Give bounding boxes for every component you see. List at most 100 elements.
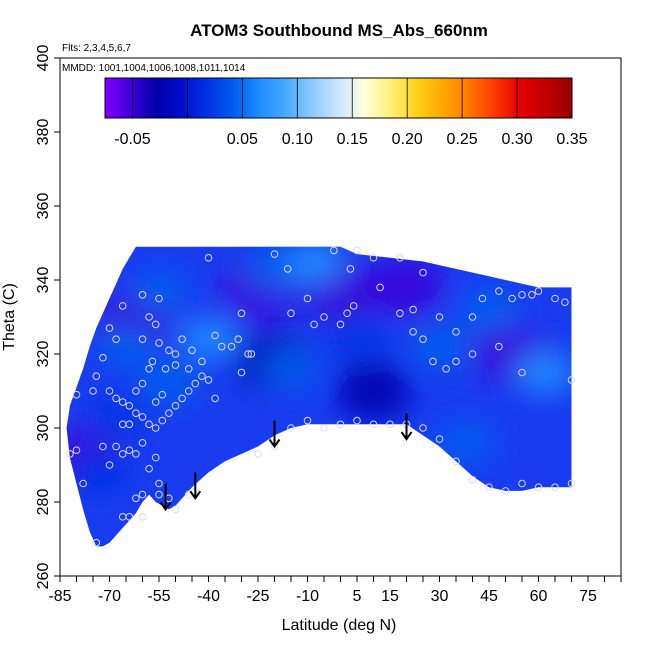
field-high-area bbox=[261, 346, 321, 391]
sample-point bbox=[330, 246, 338, 255]
sample-point bbox=[234, 335, 242, 344]
sample-point bbox=[303, 294, 312, 303]
x-tick-label: 75 bbox=[579, 588, 597, 605]
sample-point bbox=[155, 294, 163, 303]
y-tick-label: 320 bbox=[35, 341, 52, 368]
sample-point bbox=[528, 291, 536, 299]
sample-point bbox=[178, 335, 186, 344]
sample-point bbox=[125, 446, 134, 455]
colorbar-gradient bbox=[104, 77, 573, 119]
sample-point bbox=[171, 361, 180, 369]
sample-point bbox=[237, 309, 246, 318]
sample-point bbox=[244, 350, 252, 358]
sample-point bbox=[105, 461, 114, 469]
sample-point bbox=[138, 413, 147, 421]
sample-point bbox=[567, 479, 576, 488]
sample-point bbox=[254, 450, 262, 458]
y-tick-label: 340 bbox=[35, 267, 52, 294]
sample-point bbox=[419, 424, 427, 432]
sample-point bbox=[320, 313, 328, 321]
sample-point bbox=[105, 324, 114, 332]
sample-point bbox=[396, 309, 404, 318]
colorbar-tick-label: 0.35 bbox=[556, 131, 587, 148]
sample-point bbox=[435, 313, 444, 321]
sample-point bbox=[518, 479, 526, 488]
sample-point bbox=[508, 294, 516, 303]
sample-point bbox=[435, 435, 444, 443]
sample-point bbox=[452, 357, 460, 366]
sample-point bbox=[518, 291, 526, 299]
sample-point bbox=[155, 339, 163, 347]
sample-point bbox=[346, 265, 355, 273]
sample-point bbox=[165, 346, 173, 355]
sample-point bbox=[283, 265, 292, 273]
field-high-area bbox=[435, 420, 496, 465]
sample-point bbox=[72, 390, 81, 399]
sample-point bbox=[151, 453, 160, 462]
sample-point bbox=[118, 513, 127, 521]
colorbar-tick-label: 0.25 bbox=[447, 131, 478, 148]
sample-point bbox=[287, 309, 295, 318]
sample-point bbox=[247, 350, 256, 358]
annotation-arrows bbox=[159, 413, 413, 512]
down-arrow bbox=[400, 413, 413, 441]
sample-point bbox=[369, 253, 378, 262]
sample-point bbox=[138, 513, 147, 521]
colorbar-tick-label: 0.20 bbox=[392, 131, 423, 148]
sample-point bbox=[155, 479, 163, 488]
sample-point bbox=[72, 446, 81, 455]
x-tick-label: 45 bbox=[480, 588, 498, 605]
sample-point bbox=[369, 420, 378, 429]
sample-point bbox=[118, 398, 127, 406]
sample-point bbox=[237, 368, 246, 377]
sample-point bbox=[132, 494, 140, 503]
colorbar-tick-label: 0.05 bbox=[227, 131, 258, 148]
sample-point bbox=[151, 424, 160, 432]
sample-point bbox=[89, 387, 97, 395]
sample-point bbox=[92, 372, 101, 381]
sample-point bbox=[92, 538, 101, 547]
sample-point bbox=[211, 331, 219, 340]
dates-note: MMDD: 1001,1004,1006,1008,1011,1014 bbox=[62, 63, 246, 74]
sample-point bbox=[551, 294, 559, 303]
sample-point bbox=[184, 387, 193, 395]
sample-point bbox=[567, 376, 576, 384]
sample-point bbox=[310, 320, 318, 329]
sample-point bbox=[353, 246, 361, 255]
sample-point bbox=[188, 346, 196, 355]
sample-point bbox=[145, 420, 153, 429]
sample-point bbox=[151, 398, 160, 406]
sample-point bbox=[336, 320, 345, 329]
sample-point bbox=[145, 365, 153, 373]
field-variations bbox=[66, 246, 572, 495]
x-tick-label: 5 bbox=[353, 588, 362, 605]
sample-point bbox=[468, 313, 477, 321]
sample-point bbox=[112, 442, 120, 451]
sample-point bbox=[151, 320, 160, 329]
sample-point bbox=[171, 505, 180, 514]
heatmap-field bbox=[66, 246, 572, 547]
sample-point bbox=[125, 402, 134, 410]
x-tick-label: 60 bbox=[530, 588, 548, 605]
sample-point bbox=[211, 394, 219, 403]
x-axis-label: Latitude (deg N) bbox=[282, 617, 397, 634]
flights-note: Flts: 2,3,4,5,6,7 bbox=[62, 43, 131, 54]
y-tick-label: 380 bbox=[35, 119, 52, 146]
down-arrow bbox=[189, 472, 202, 501]
sample-point bbox=[145, 313, 153, 321]
x-tick-label: -85 bbox=[48, 588, 71, 605]
sample-point bbox=[551, 483, 559, 492]
sample-point bbox=[303, 416, 312, 425]
down-arrow bbox=[268, 420, 281, 449]
sample-point bbox=[138, 335, 147, 344]
sample-point bbox=[409, 305, 417, 314]
sample-point bbox=[386, 420, 394, 429]
sample-point bbox=[270, 250, 279, 258]
field-high-area bbox=[178, 317, 239, 362]
sample-point bbox=[118, 450, 127, 458]
sample-point bbox=[158, 416, 167, 425]
sample-point bbox=[132, 409, 140, 418]
sample-point bbox=[429, 357, 437, 366]
y-axis-label: Theta (C) bbox=[1, 283, 18, 351]
